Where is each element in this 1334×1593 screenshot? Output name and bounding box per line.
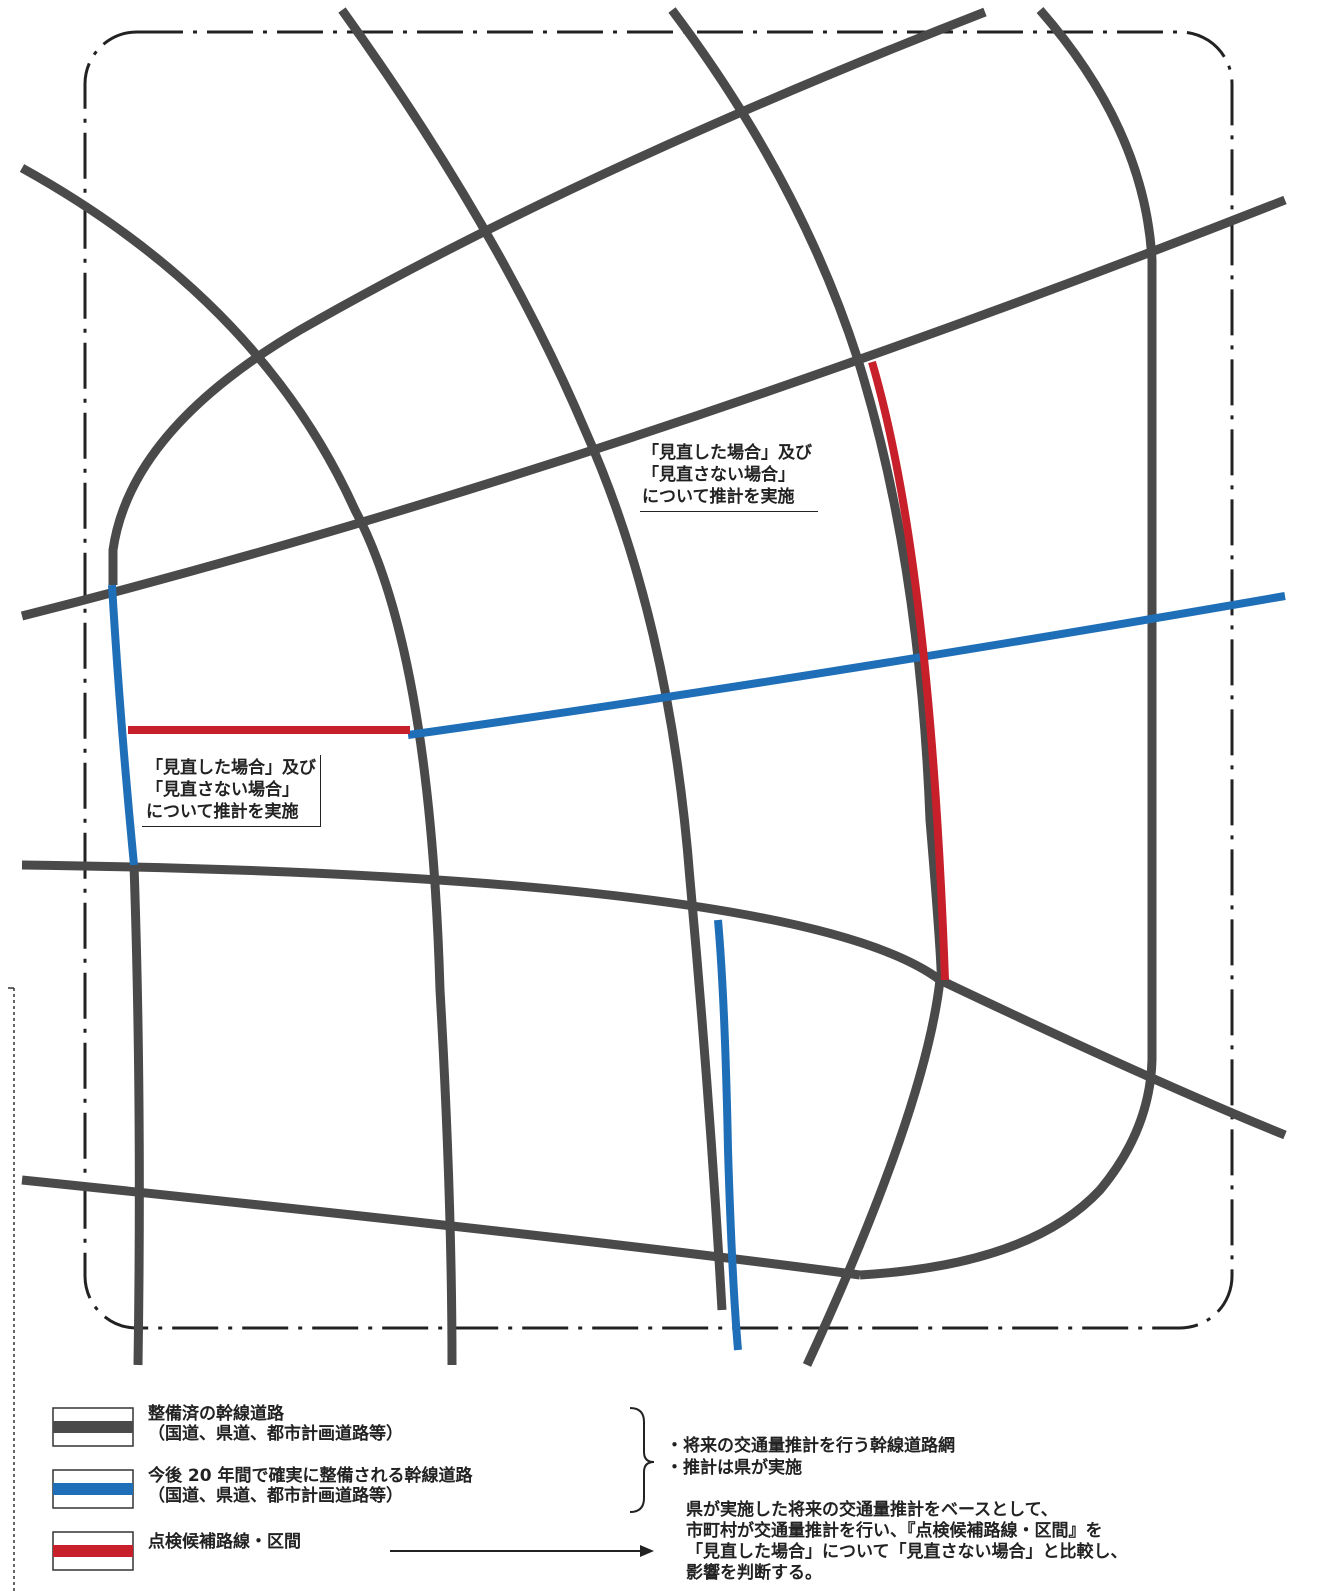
existing-road (108, 7, 987, 585)
annotation-upper: 「見直した場合」及び 「見直さない場合」 について推計を実施 (640, 440, 818, 512)
legend-note: 県が実施した将来の交通量推計をベースとして、 市町村が交通量推計を行い、『点検候… (686, 1500, 1128, 1584)
annotation-line: 「見直した場合」及び (146, 758, 316, 778)
annotation-lower: 「見直した場合」及び 「見直さない場合」 について推計を実施 (142, 755, 321, 827)
planned-road (407, 592, 1286, 739)
planned-road (108, 584, 138, 866)
brace-note: ・推計は県が実施 (666, 1458, 802, 1478)
legend-existing-label: 整備済の幹線道路 （国道、県道、都市計画道路等） (148, 1404, 403, 1444)
brace-note: ・将来の交通量推計を行う幹線道路網 (666, 1436, 955, 1456)
legend-planned-label: 今後 20 年間で確実に整備される幹線道路 （国道、県道、都市計画道路等） (148, 1466, 473, 1506)
planning-area-boundary (83, 30, 1234, 1330)
note-line: 県が実施した将来の交通量推計をベースとして、 (686, 1500, 1058, 1520)
legend-line: （国道、県道、都市計画道路等） (148, 1486, 403, 1506)
annotation-line: 「見直した場合」及び (642, 443, 812, 463)
existing-road (21, 1175, 861, 1280)
existing-road (338, 7, 727, 1311)
legend-brace (629, 1407, 655, 1513)
annotation-line: 「見直さない場合」 (146, 780, 299, 800)
existing-road (20, 195, 1287, 621)
existing-road (21, 860, 1287, 1140)
legend-swatches (52, 1407, 134, 1571)
planned-road (714, 919, 742, 1351)
annotation-line: について推計を実施 (642, 487, 795, 507)
candidate-route (868, 360, 949, 981)
annotation-line: について推計を実施 (146, 802, 299, 822)
arrow-head-icon (640, 1545, 654, 1557)
legend-brace-notes: ・将来の交通量推計を行う幹線道路網 ・推計は県が実施 (666, 1436, 955, 1480)
legend-line: （国道、県道、都市計画道路等） (148, 1424, 403, 1444)
legend-line: 点検候補路線・区間 (148, 1532, 301, 1552)
existing-road (19, 164, 457, 1366)
note-line: 市町村が交通量推計を行い、『点検候補路線・区間』を (686, 1521, 1103, 1541)
legend-line: 今後 20 年間で確実に整備される幹線道路 (148, 1466, 473, 1486)
existing-road (859, 7, 1157, 1280)
existing-road (129, 864, 144, 1366)
note-line: 影響を判断する。 (686, 1563, 822, 1583)
legend-line: 整備済の幹線道路 (148, 1404, 284, 1424)
existing-road (668, 7, 946, 1367)
annotation-line: 「見直さない場合」 (642, 465, 795, 485)
note-line: 「見直した場合」について「見直さない場合」と比較し、 (686, 1542, 1128, 1562)
legend-candidate-label: 点検候補路線・区間 (148, 1532, 301, 1552)
